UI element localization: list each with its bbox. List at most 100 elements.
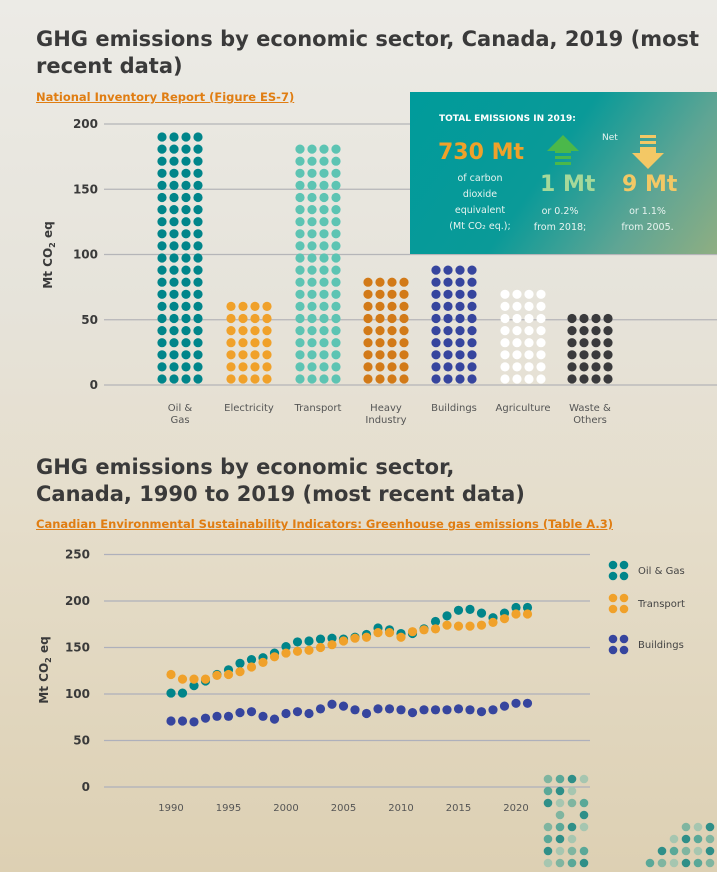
x-tick-label: 1990: [158, 803, 183, 814]
legend-item: Buildings: [609, 635, 684, 655]
y-tick-label: 200: [65, 594, 90, 608]
data-point: [454, 622, 463, 631]
data-point: [477, 608, 486, 617]
data-point: [304, 646, 313, 655]
legend-swatch-dot: [609, 605, 618, 614]
data-point: [281, 709, 290, 718]
legend-swatch-dot: [609, 646, 618, 655]
change-2018-desc: or 0.2% from 2018;: [525, 204, 595, 236]
data-point: [511, 699, 520, 708]
data-point: [293, 647, 302, 656]
data-point: [189, 717, 198, 726]
x-tick-label: 2010: [388, 803, 413, 814]
data-point: [373, 628, 382, 637]
y-tick-label: 250: [65, 548, 90, 562]
data-point: [385, 704, 394, 713]
legend-swatch-dot: [609, 594, 618, 603]
x-tick-label: 2015: [446, 803, 471, 814]
data-point: [316, 635, 325, 644]
data-point: [465, 705, 474, 714]
data-point: [189, 675, 198, 684]
legend-swatch-dot: [620, 635, 629, 644]
total-emissions-panel: TOTAL EMISSIONS IN 2019: 730 Mt of carbo…: [410, 92, 717, 254]
arrow-down-icon: [632, 135, 664, 171]
data-point: [523, 609, 532, 618]
data-point: [442, 621, 451, 630]
data-point: [212, 671, 221, 680]
data-point: [258, 658, 267, 667]
legend-label: Oil & Gas: [638, 566, 685, 577]
data-point: [454, 704, 463, 713]
data-point: [316, 704, 325, 713]
data-point: [224, 712, 233, 721]
x-tick-label: 2020: [503, 803, 528, 814]
data-point: [293, 637, 302, 646]
data-point: [247, 707, 256, 716]
legend-label: Buildings: [638, 640, 684, 651]
data-point: [339, 636, 348, 645]
data-point: [419, 625, 428, 634]
data-point: [235, 659, 244, 668]
data-point: [396, 705, 405, 714]
data-point: [258, 712, 267, 721]
legend-item: Oil & Gas: [609, 561, 685, 581]
data-point: [293, 707, 302, 716]
data-point: [385, 628, 394, 637]
data-point: [442, 705, 451, 714]
data-point: [523, 699, 532, 708]
change-2005-value: 9 Mt: [622, 172, 677, 197]
data-point: [477, 707, 486, 716]
legend-swatch-dot: [620, 646, 629, 655]
data-point: [350, 634, 359, 643]
data-point: [511, 609, 520, 618]
legend-swatch-dot: [620, 561, 629, 570]
data-point: [327, 700, 336, 709]
legend-swatch-dot: [609, 635, 618, 644]
data-point: [201, 675, 210, 684]
legend-swatch-dot: [609, 572, 618, 581]
data-point: [362, 633, 371, 642]
data-point: [419, 705, 428, 714]
data-point: [316, 643, 325, 652]
data-point: [465, 605, 474, 614]
data-point: [235, 708, 244, 717]
y-tick-label: 150: [65, 641, 90, 655]
data-point: [304, 636, 313, 645]
data-point: [327, 640, 336, 649]
arrow-up-icon: [547, 135, 579, 169]
data-point: [431, 705, 440, 714]
legend-swatch-dot: [620, 594, 629, 603]
data-point: [270, 652, 279, 661]
series-buildings: [166, 699, 532, 727]
data-point: [477, 621, 486, 630]
legend-swatch-dot: [620, 572, 629, 581]
data-point: [224, 670, 233, 679]
data-point: [270, 715, 279, 724]
data-point: [166, 688, 175, 697]
x-tick-label: 2000: [273, 803, 298, 814]
legend-swatch-dot: [620, 605, 629, 614]
data-point: [454, 606, 463, 615]
data-point: [212, 712, 221, 721]
change-2018-value: 1 Mt: [540, 172, 595, 197]
series-oil-gas: [166, 603, 532, 698]
y-axis-label: Mt CO2 eq: [37, 636, 53, 703]
data-point: [408, 708, 417, 717]
data-point: [488, 618, 497, 627]
y-tick-label: 0: [82, 780, 90, 794]
change-2005-desc: or 1.1% from 2005.: [610, 204, 685, 236]
data-point: [339, 701, 348, 710]
total-desc: of carbon dioxide equivalent (Mt CO₂ eq.);: [430, 171, 530, 235]
data-point: [362, 709, 371, 718]
data-point: [396, 633, 405, 642]
data-point: [442, 611, 451, 620]
data-point: [281, 648, 290, 657]
data-point: [304, 709, 313, 718]
data-point: [500, 701, 509, 710]
total-value: 730 Mt: [438, 140, 524, 165]
legend-swatch-dot: [609, 561, 618, 570]
data-point: [178, 675, 187, 684]
data-point: [178, 688, 187, 697]
data-point: [350, 705, 359, 714]
info-heading: TOTAL EMISSIONS IN 2019:: [439, 114, 576, 124]
